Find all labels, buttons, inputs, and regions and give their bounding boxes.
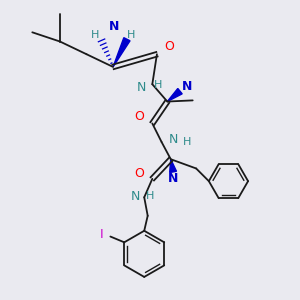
Polygon shape — [167, 88, 182, 101]
Polygon shape — [170, 159, 176, 172]
Text: I: I — [99, 228, 103, 241]
Text: H: H — [183, 137, 191, 147]
Text: H: H — [154, 80, 162, 90]
Text: N: N — [137, 81, 147, 94]
Text: H: H — [146, 191, 154, 201]
Text: N: N — [168, 172, 178, 185]
Text: O: O — [165, 40, 175, 53]
Text: H: H — [128, 30, 136, 40]
Polygon shape — [113, 38, 130, 67]
Text: O: O — [135, 110, 145, 123]
Text: N: N — [130, 190, 140, 203]
Text: N: N — [168, 133, 178, 146]
Text: N: N — [182, 80, 192, 93]
Text: N: N — [109, 20, 119, 33]
Text: H: H — [90, 30, 99, 40]
Text: O: O — [135, 167, 145, 180]
